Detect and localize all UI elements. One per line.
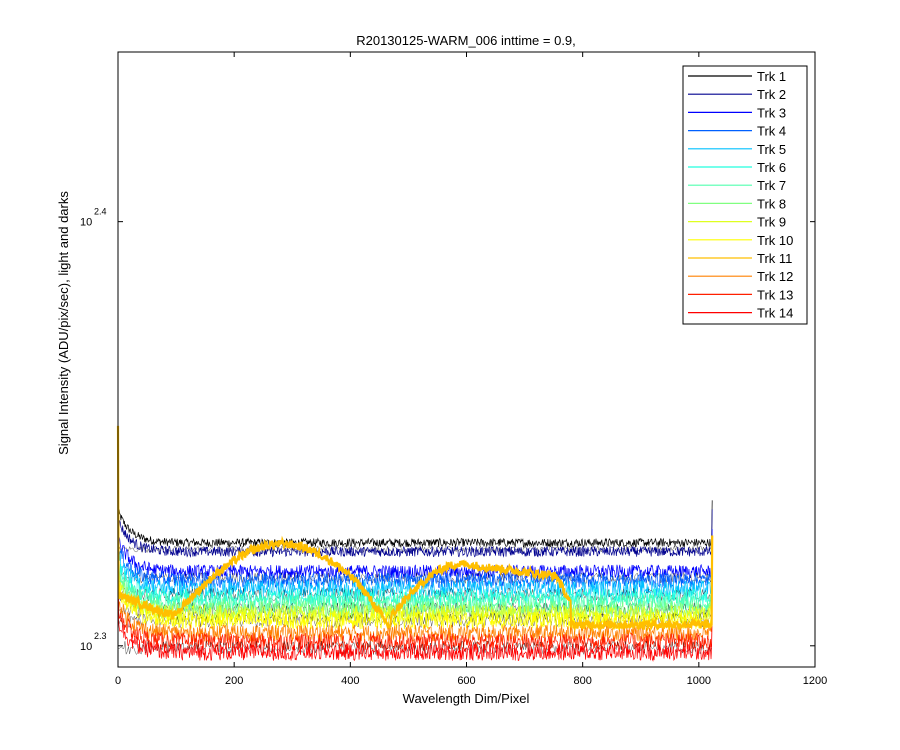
legend-label: Trk 4 — [757, 124, 786, 139]
legend-label: Trk 8 — [757, 196, 786, 211]
x-axis-label: Wavelength Dim/Pixel — [403, 691, 530, 706]
dark-trace — [117, 640, 712, 656]
series-line-trk-10 — [117, 534, 713, 631]
x-tick-label: 400 — [341, 675, 359, 687]
x-tick-label: 200 — [225, 675, 243, 687]
chart-title: R20130125-WARM_006 inttime = 0.9, — [356, 33, 576, 48]
x-tick-label: 0 — [115, 675, 121, 687]
legend: Trk 1 Trk 2 Trk 3 Trk 4 Trk 5 Trk 6 Trk 7 Trk 8… — [682, 65, 808, 325]
series-layer — [116, 425, 714, 662]
x-tick-label: 1200 — [803, 675, 827, 687]
y-tick-base: 10 — [80, 217, 92, 229]
x-tick-label: 1000 — [687, 675, 711, 687]
legend-label: Trk 12 — [757, 269, 793, 284]
legend-label: Trk 3 — [757, 105, 786, 120]
legend-label: Trk 11 — [757, 251, 792, 266]
x-axis: 0 200 400 600 800 1000 1200 — [115, 52, 827, 687]
legend-label: Trk 13 — [757, 287, 793, 302]
series-line-trk-1 — [117, 440, 713, 549]
legend-label: Trk 6 — [757, 160, 786, 175]
legend-label: Trk 10 — [757, 233, 793, 248]
legend-label: Trk 7 — [757, 178, 786, 193]
legend-label: Trk 9 — [757, 215, 786, 230]
legend-box — [682, 65, 808, 325]
series-line-trk-14 — [117, 563, 713, 662]
series-line-trk-12 — [117, 536, 713, 643]
y-axis-label: Signal Intensity (ADU/pix/sec), light an… — [56, 191, 71, 455]
x-tick-label: 800 — [573, 675, 591, 687]
legend-label: Trk 14 — [757, 306, 793, 321]
y-tick-exponent: 2.3 — [94, 631, 107, 641]
series-line-trk-2 — [117, 454, 713, 558]
series-line-trk-11 — [116, 425, 714, 633]
y-tick-exponent: 2.4 — [94, 207, 107, 217]
x-tick-label: 600 — [457, 675, 475, 687]
legend-label: Trk 5 — [757, 142, 786, 157]
legend-label: Trk 2 — [757, 87, 786, 102]
y-tick-base: 10 — [80, 641, 92, 653]
legend-label: Trk 1 — [757, 69, 786, 84]
